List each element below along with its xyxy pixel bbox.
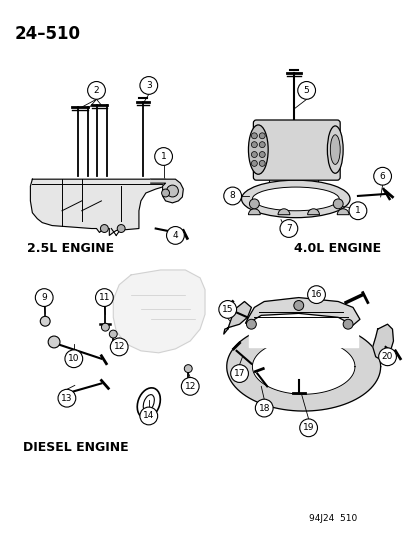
Circle shape bbox=[307, 286, 325, 303]
Circle shape bbox=[373, 167, 391, 185]
Circle shape bbox=[101, 323, 109, 331]
Circle shape bbox=[117, 224, 125, 232]
Text: 8: 8 bbox=[229, 191, 235, 200]
Circle shape bbox=[48, 336, 60, 348]
Text: 5: 5 bbox=[303, 86, 309, 95]
Circle shape bbox=[251, 151, 257, 157]
Text: 17: 17 bbox=[233, 369, 245, 378]
Text: 13: 13 bbox=[61, 394, 72, 403]
Text: 6: 6 bbox=[379, 172, 385, 181]
Polygon shape bbox=[150, 179, 183, 203]
Text: 10: 10 bbox=[68, 354, 79, 364]
FancyBboxPatch shape bbox=[253, 120, 339, 180]
Text: DIESEL ENGINE: DIESEL ENGINE bbox=[22, 441, 128, 454]
Text: 12: 12 bbox=[184, 382, 195, 391]
Circle shape bbox=[297, 82, 315, 99]
Text: 19: 19 bbox=[302, 423, 313, 432]
Polygon shape bbox=[245, 297, 359, 325]
Circle shape bbox=[251, 133, 257, 139]
Polygon shape bbox=[223, 302, 251, 334]
Circle shape bbox=[181, 377, 199, 395]
Wedge shape bbox=[248, 209, 260, 215]
Ellipse shape bbox=[241, 180, 349, 217]
Circle shape bbox=[348, 202, 366, 220]
Circle shape bbox=[259, 160, 265, 166]
Circle shape bbox=[110, 338, 128, 356]
Circle shape bbox=[184, 365, 192, 373]
Text: 12: 12 bbox=[113, 342, 125, 351]
Circle shape bbox=[40, 316, 50, 326]
Circle shape bbox=[218, 301, 236, 318]
Circle shape bbox=[246, 319, 256, 329]
Circle shape bbox=[279, 220, 297, 237]
Polygon shape bbox=[372, 324, 392, 361]
Text: 14: 14 bbox=[143, 411, 154, 421]
Text: 24–510: 24–510 bbox=[14, 25, 81, 43]
Text: 11: 11 bbox=[98, 293, 110, 302]
Circle shape bbox=[100, 224, 108, 232]
Circle shape bbox=[65, 350, 83, 368]
Circle shape bbox=[166, 185, 178, 197]
Text: 16: 16 bbox=[310, 290, 321, 299]
Ellipse shape bbox=[252, 187, 338, 211]
Circle shape bbox=[35, 289, 53, 306]
Circle shape bbox=[161, 189, 169, 197]
Circle shape bbox=[154, 148, 172, 165]
Circle shape bbox=[88, 82, 105, 99]
Text: 2: 2 bbox=[93, 86, 99, 95]
Text: 7: 7 bbox=[285, 224, 291, 233]
Text: 1: 1 bbox=[160, 152, 166, 161]
Ellipse shape bbox=[327, 126, 342, 173]
Circle shape bbox=[109, 330, 117, 338]
Wedge shape bbox=[278, 209, 289, 215]
Text: 4.0L ENGINE: 4.0L ENGINE bbox=[293, 243, 380, 255]
Circle shape bbox=[255, 399, 273, 417]
Circle shape bbox=[293, 301, 303, 310]
Circle shape bbox=[140, 77, 157, 94]
Ellipse shape bbox=[248, 125, 268, 174]
Circle shape bbox=[249, 199, 259, 209]
Text: 9: 9 bbox=[41, 293, 47, 302]
Text: 15: 15 bbox=[221, 305, 233, 314]
Wedge shape bbox=[307, 209, 319, 215]
Circle shape bbox=[259, 151, 265, 157]
Circle shape bbox=[299, 419, 317, 437]
Text: 18: 18 bbox=[258, 403, 269, 413]
Circle shape bbox=[251, 142, 257, 148]
Circle shape bbox=[166, 227, 184, 244]
Circle shape bbox=[332, 199, 342, 209]
Polygon shape bbox=[252, 339, 354, 394]
Circle shape bbox=[259, 142, 265, 148]
Circle shape bbox=[223, 187, 241, 205]
Circle shape bbox=[230, 365, 248, 382]
Circle shape bbox=[378, 348, 396, 366]
Text: 20: 20 bbox=[381, 352, 392, 361]
Circle shape bbox=[259, 133, 265, 139]
Text: 1: 1 bbox=[354, 206, 360, 215]
Circle shape bbox=[95, 289, 113, 306]
Text: 4: 4 bbox=[172, 231, 178, 240]
Polygon shape bbox=[30, 179, 165, 236]
Polygon shape bbox=[113, 270, 204, 353]
Circle shape bbox=[140, 407, 157, 425]
Ellipse shape bbox=[330, 135, 339, 164]
Text: 94J24  510: 94J24 510 bbox=[308, 513, 356, 522]
Polygon shape bbox=[226, 322, 380, 411]
Circle shape bbox=[251, 160, 257, 166]
Text: 2.5L ENGINE: 2.5L ENGINE bbox=[27, 243, 114, 255]
Wedge shape bbox=[337, 209, 348, 215]
Circle shape bbox=[58, 389, 76, 407]
Circle shape bbox=[342, 319, 352, 329]
Text: 3: 3 bbox=[145, 81, 151, 90]
